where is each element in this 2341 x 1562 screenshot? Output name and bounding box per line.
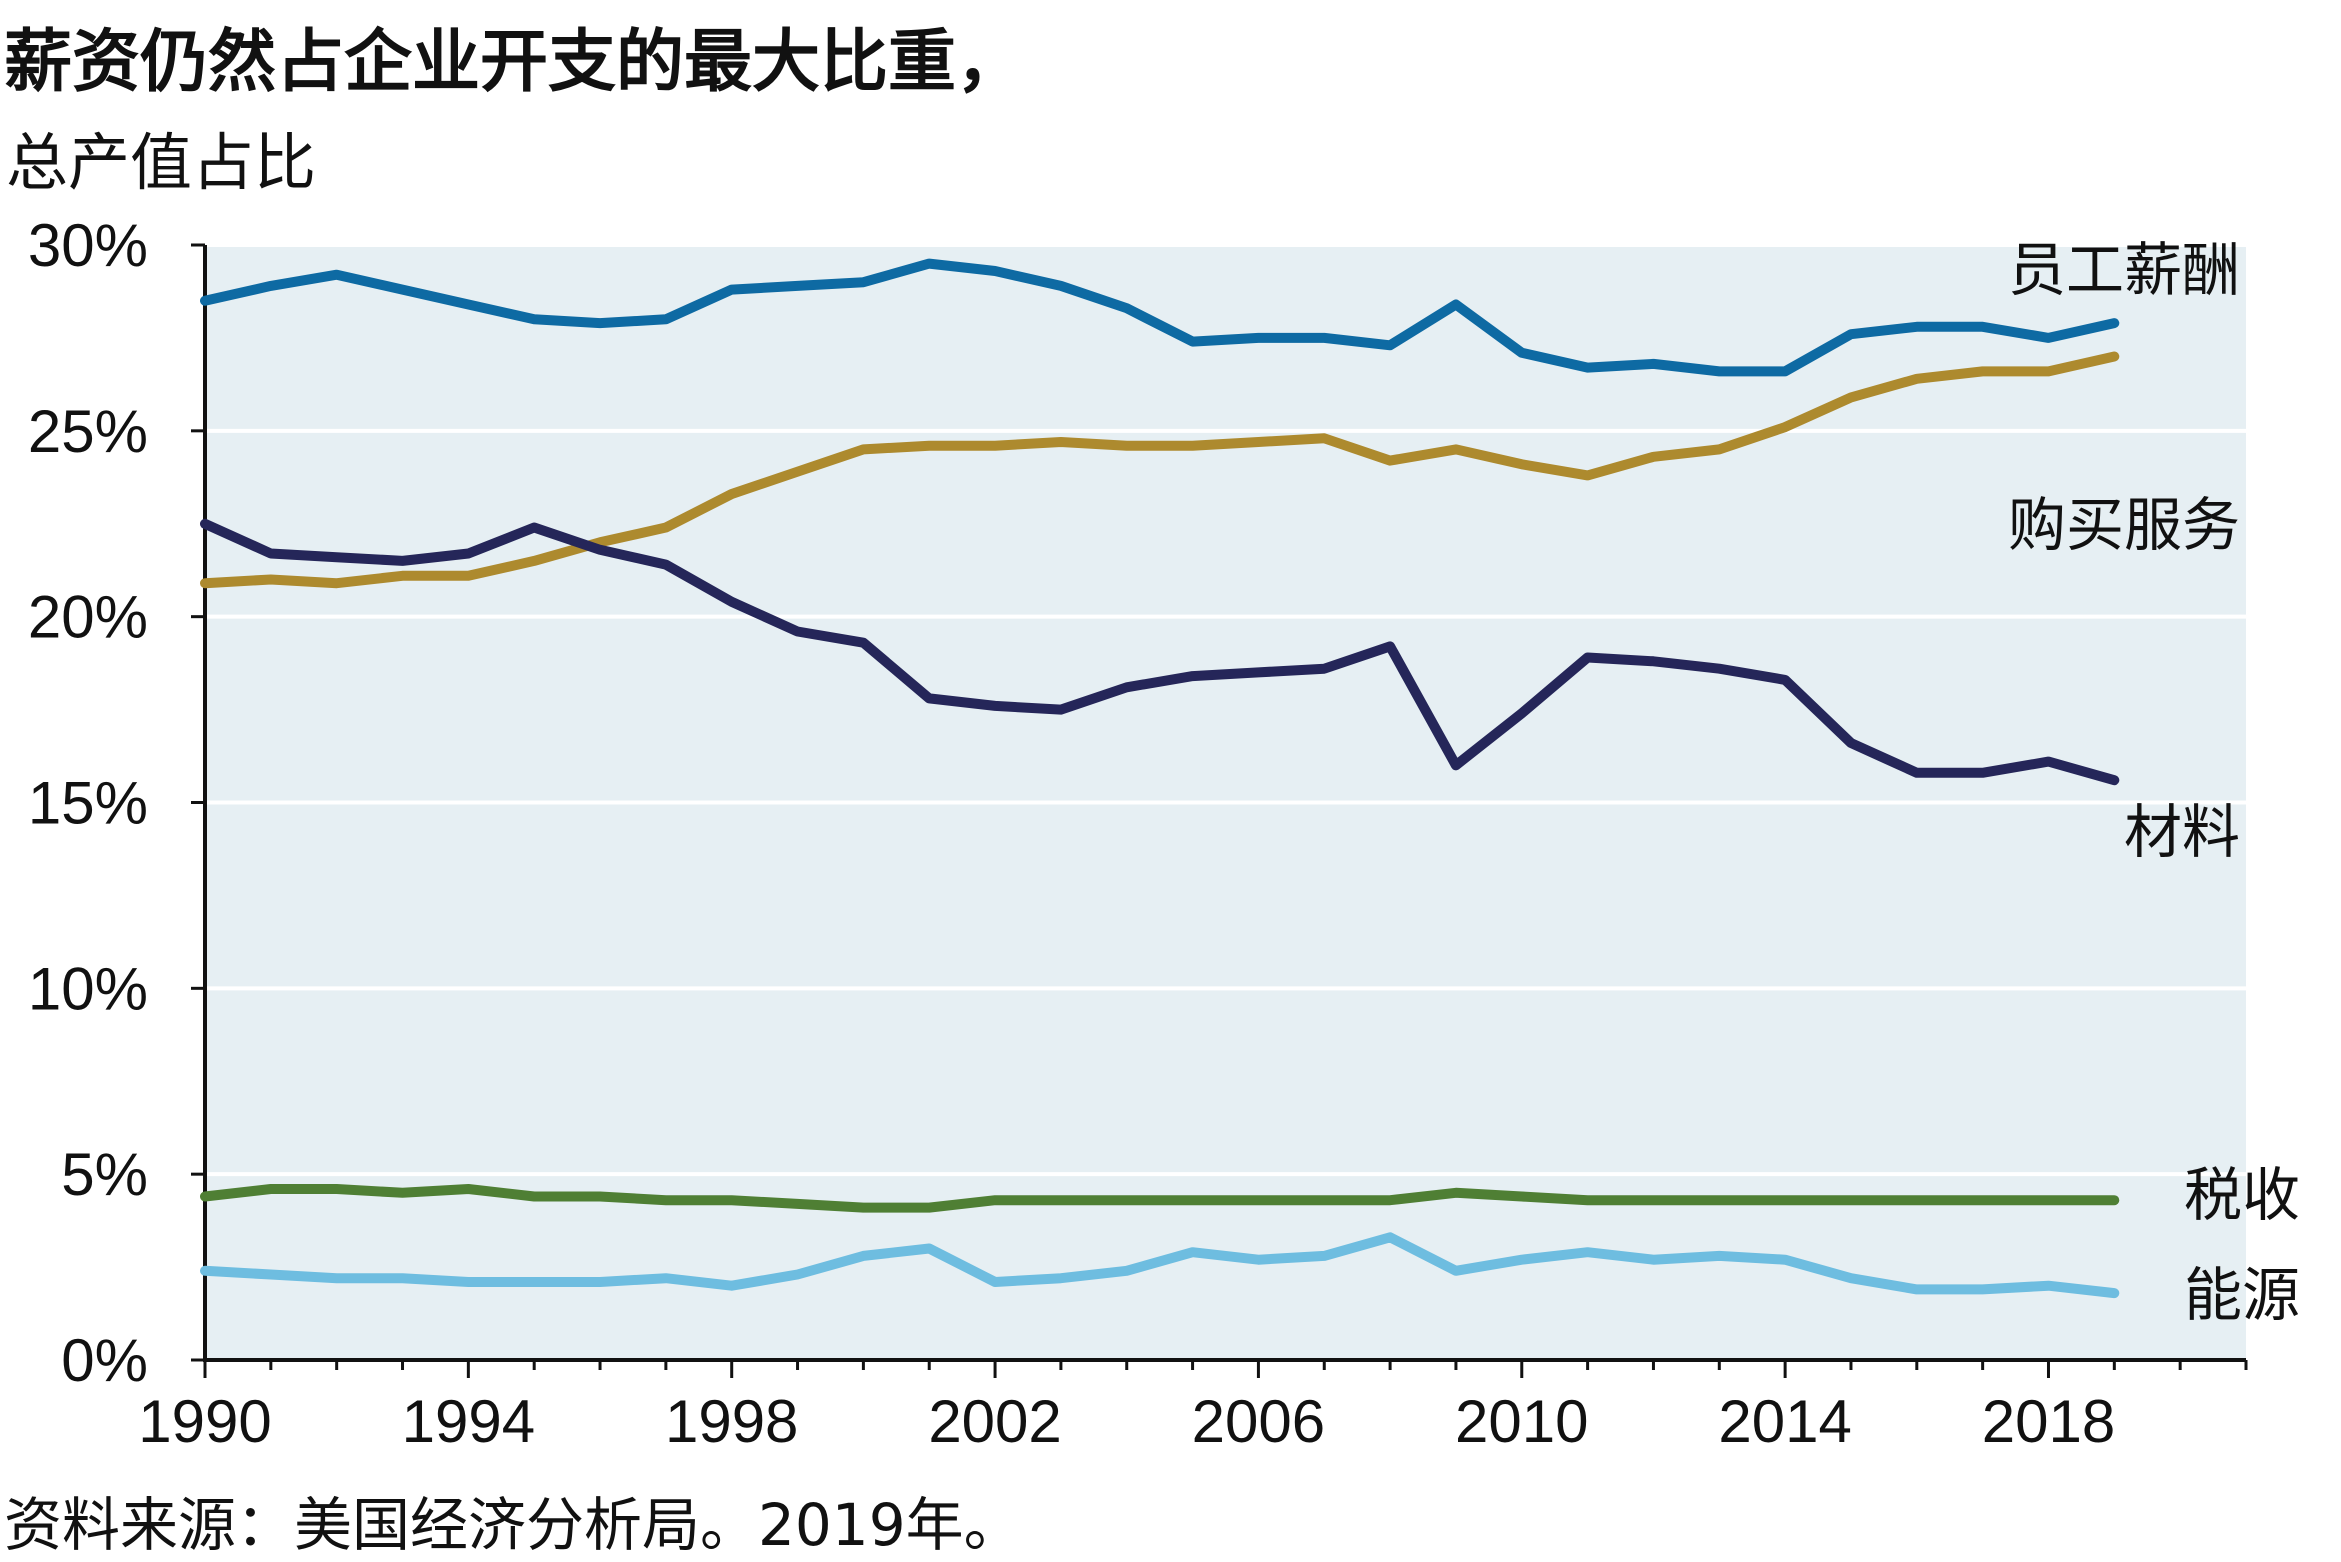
x-tick-label: 2010 [1455, 1388, 1588, 1455]
series-label-2: 购买服务 [2008, 491, 2240, 559]
y-tick-label: 20% [28, 584, 148, 651]
x-tick-label: 1998 [665, 1388, 798, 1455]
x-tick-label: 2018 [1982, 1388, 2115, 1455]
series-label-5: 能源 [2184, 1261, 2300, 1329]
y-tick-label: 0% [61, 1327, 148, 1394]
y-tick-label: 30% [28, 212, 148, 279]
y-tick-label: 15% [28, 770, 148, 837]
x-tick-label: 2002 [928, 1388, 1061, 1455]
x-tick-label: 1990 [138, 1388, 271, 1455]
source-note: 资料来源：美国经济分析局。2019年。 [4, 1478, 1022, 1562]
series-label-1: 员工薪酬 [2008, 236, 2240, 304]
x-tick-label: 1994 [402, 1388, 535, 1455]
y-tick-label: 10% [28, 955, 148, 1022]
x-tick-label: 2014 [1718, 1388, 1851, 1455]
y-tick-label: 5% [61, 1141, 148, 1208]
series-label-3: 材料 [2124, 798, 2240, 866]
x-tick-label: 2006 [1192, 1388, 1325, 1455]
series-label-4: 税收 [2184, 1161, 2300, 1229]
y-tick-label: 25% [28, 398, 148, 465]
